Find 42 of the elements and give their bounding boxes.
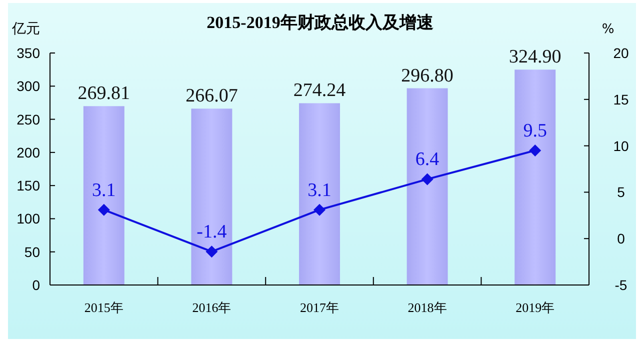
point bbox=[98, 204, 110, 216]
y-tick-label: 0 bbox=[32, 277, 40, 293]
y-tick-label: 200 bbox=[16, 144, 40, 160]
bar bbox=[299, 103, 340, 285]
y-tick-label: 300 bbox=[16, 78, 40, 94]
data-label: 269.81 bbox=[78, 83, 130, 104]
y-tick-label: 50 bbox=[24, 244, 40, 260]
data-label: 3.1 bbox=[308, 180, 332, 201]
y2-tick-label: 20 bbox=[613, 45, 629, 61]
y-axis-title: 亿元 bbox=[11, 21, 40, 37]
data-label: 9.5 bbox=[523, 120, 547, 142]
data-label: 324.90 bbox=[508, 46, 562, 68]
y2-axis-title: % bbox=[602, 22, 614, 37]
data-label: 296.80 bbox=[401, 65, 454, 86]
data-label: 6.4 bbox=[415, 149, 440, 170]
x-tick-label: 2018年 bbox=[408, 300, 447, 315]
x-tick-label: 2015年 bbox=[84, 300, 124, 315]
y2-tick-label: 5 bbox=[617, 184, 626, 200]
bar bbox=[514, 70, 556, 285]
y-tick-label: 350 bbox=[16, 45, 40, 61]
y2-tick-label: 10 bbox=[613, 138, 629, 154]
data-label: 3.1 bbox=[92, 180, 116, 201]
data-label: -1.4 bbox=[196, 222, 228, 243]
y2-tick-label: 0 bbox=[617, 230, 626, 247]
x-tick-label: 2017年 bbox=[300, 300, 339, 315]
point bbox=[314, 204, 326, 216]
x-tick-label: 2016年 bbox=[192, 300, 232, 315]
y2-tick-label: 15 bbox=[613, 91, 629, 108]
y-tick-label: 250 bbox=[16, 111, 40, 128]
point bbox=[421, 173, 434, 186]
bar bbox=[191, 108, 232, 285]
bar bbox=[83, 106, 124, 285]
point bbox=[206, 246, 218, 258]
data-label: 266.07 bbox=[186, 86, 238, 107]
bar bbox=[406, 88, 448, 285]
y2-tick-label: -5 bbox=[614, 277, 628, 293]
point bbox=[529, 144, 542, 156]
y-tick-label: 100 bbox=[16, 210, 40, 227]
chart-title: 2015-2019年财政总收入及增速 bbox=[206, 13, 434, 32]
x-tick-label: 2019年 bbox=[516, 300, 555, 315]
data-label: 274.24 bbox=[293, 80, 346, 102]
y-tick-label: 150 bbox=[16, 178, 40, 194]
